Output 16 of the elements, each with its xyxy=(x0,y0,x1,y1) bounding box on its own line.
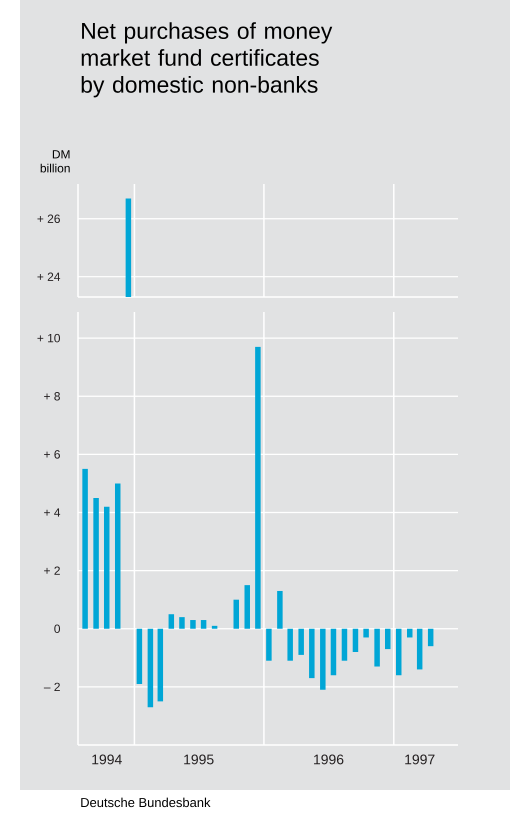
y-tick-label: + 4 xyxy=(44,508,60,517)
y-tick-label: + 10 xyxy=(37,334,60,342)
x-tick-label: 1995 xyxy=(184,754,214,764)
y-tick-label: + 26 xyxy=(37,214,60,223)
y-tick-label: + 2 xyxy=(44,566,60,575)
x-tick-label: 1996 xyxy=(314,754,344,764)
y-tick-label: + 8 xyxy=(44,392,60,400)
y-axis-title: DM billion xyxy=(40,150,70,172)
chart-title: Net purchases of money market fund certificates by domestic non-banks xyxy=(82,22,332,98)
y-tick-label: + 6 xyxy=(44,450,60,459)
x-tick-label: 1994 xyxy=(92,754,122,764)
y-tick-label: + 24 xyxy=(37,272,60,281)
y-tick-label: – 2 xyxy=(44,682,60,692)
x-tick-label: 1997 xyxy=(405,754,434,764)
y-tick-label: 0 xyxy=(54,624,60,633)
text: Deutsche Bundesbank xyxy=(81,798,211,808)
